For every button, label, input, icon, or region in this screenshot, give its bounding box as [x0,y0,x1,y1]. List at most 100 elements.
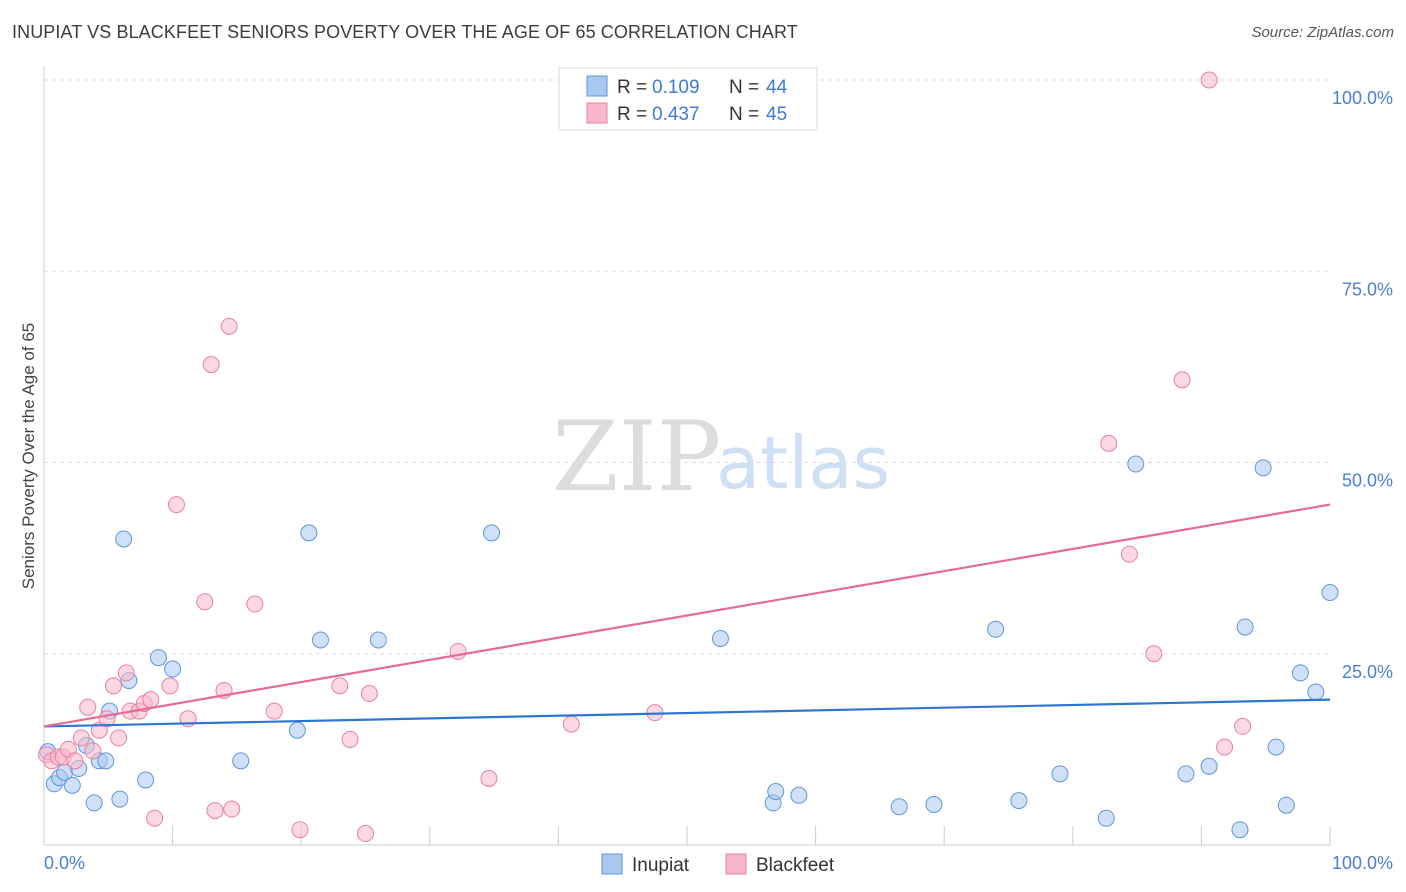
inupiat-point-18 [288,721,306,739]
y-tick-label-25: 25.0% [1342,662,1393,682]
inupiat-point-29 [987,620,1005,638]
inupiat-point-25 [767,782,785,800]
trend-lines [43,503,1331,728]
blackfeet-point-13 [117,664,135,682]
series-legend: Inupiat Blackfeet [601,853,835,876]
blackfeet-point-29 [265,702,283,720]
blackfeet-point-7 [79,698,97,716]
inupiat-point-22 [483,524,501,542]
inupiat-point-39 [1267,738,1285,756]
inupiat-point-4 [63,776,81,794]
inupiat-point-36 [1231,821,1249,839]
blackfeet-point-31 [331,677,349,695]
blackfeet-point-22 [196,593,214,611]
inupiat-series-swatch [601,853,623,875]
x-tick-labels: 0.0% 100.0% [44,853,1393,873]
blackfeet-point-20 [167,496,185,514]
inupiat-point-27 [890,798,908,816]
chart-title: INUPIAT VS BLACKFEET SENIORS POVERTY OVE… [12,22,798,42]
inupiat-point-40 [1277,796,1295,814]
blackfeet-point-24 [206,802,224,820]
inupiat-point-35 [1200,757,1218,775]
y-tick-label-100: 100.0% [1332,88,1393,108]
blackfeet-point-19 [161,677,179,695]
inupiat-point-32 [1097,809,1115,827]
blackfeet-point-8 [84,742,102,760]
inupiat-point-17 [232,752,250,770]
blackfeet-series-label: Blackfeet [756,855,835,876]
blackfeet-point-42 [1173,371,1191,389]
y-axis-label: Seniors Poverty Over the Age of 65 [19,323,38,589]
blackfeet-point-27 [223,800,241,818]
blackfeet-r-value: 0.437 [652,104,700,125]
inupiat-point-37 [1236,618,1254,636]
blackfeet-point-18 [146,809,164,827]
y-tick-label-75: 75.0% [1342,279,1393,299]
inupiat-legend-swatch [586,75,608,97]
inupiat-point-21 [369,631,387,649]
inupiat-point-12 [115,530,133,548]
source-attribution: Source: ZipAtlas.com [1251,24,1394,41]
gridlines [44,79,1330,655]
blackfeet-point-36 [480,769,498,787]
inupiat-point-41 [1291,664,1309,682]
inupiat-point-42 [1307,683,1325,701]
blackfeet-point-5 [66,752,84,770]
inupiat-point-28 [925,795,943,813]
blackfeet-series-swatch [725,853,747,875]
inupiat-point-23 [711,629,729,647]
inupiat-point-11 [111,790,129,808]
blackfeet-point-33 [357,825,374,843]
blackfeet-point-6 [72,729,90,747]
blackfeet-r-label: R = [617,104,647,125]
blackfeet-n-label: N = [729,104,759,125]
inupiat-r-value: 0.109 [652,77,700,98]
blackfeet-point-12 [110,729,128,747]
inupiat-point-7 [85,794,103,812]
blackfeet-point-39 [1100,434,1118,452]
inupiat-points [39,455,1339,839]
blackfeet-point-44 [1216,738,1234,756]
blackfeet-point-26 [220,317,238,335]
blackfeet-point-32 [341,730,359,748]
blackfeet-point-34 [360,685,378,703]
inupiat-series-label: Inupiat [632,855,690,876]
inupiat-point-19 [300,524,318,542]
inupiat-n-label: N = [729,77,759,98]
blackfeet-point-23 [202,356,220,374]
inupiat-point-34 [1177,765,1195,783]
blackfeet-point-45 [1234,717,1252,735]
blackfeet-trend-line [43,503,1331,728]
blackfeet-point-43 [1200,71,1218,89]
inupiat-point-43 [1321,584,1339,602]
inupiat-point-15 [149,649,167,667]
blackfeet-point-37 [562,715,580,733]
inupiat-point-33 [1127,455,1145,473]
inupiat-point-38 [1254,459,1272,477]
inupiat-point-20 [311,631,329,649]
watermark-zip: ZIP [552,401,721,513]
inupiat-n-value: 44 [766,77,788,98]
inupiat-point-14 [137,771,155,789]
inupiat-point-31 [1051,765,1069,783]
y-tick-labels: 25.0% 50.0% 75.0% 100.0% [1332,88,1393,682]
blackfeet-point-30 [291,821,309,839]
blackfeet-point-28 [246,595,264,613]
inupiat-point-30 [1010,792,1028,810]
inupiat-r-label: R = [617,77,647,98]
blackfeet-point-40 [1120,545,1138,563]
inupiat-point-26 [790,786,808,804]
x-tick-label-max: 100.0% [1332,853,1393,873]
y-tick-label-50: 50.0% [1342,471,1393,491]
stats-legend: R = 0.109 N = 44 R = 0.437 N = 45 [558,67,818,131]
blackfeet-point-41 [1145,645,1163,663]
blackfeet-n-value: 45 [766,104,787,125]
inupiat-point-9 [97,752,115,770]
blackfeet-legend-swatch [586,102,608,124]
inupiat-trend-line [43,698,1331,728]
x-tick-label-min: 0.0% [44,853,85,873]
inupiat-point-16 [164,660,182,678]
blackfeet-point-11 [104,677,122,695]
blackfeet-point-17 [142,691,160,709]
